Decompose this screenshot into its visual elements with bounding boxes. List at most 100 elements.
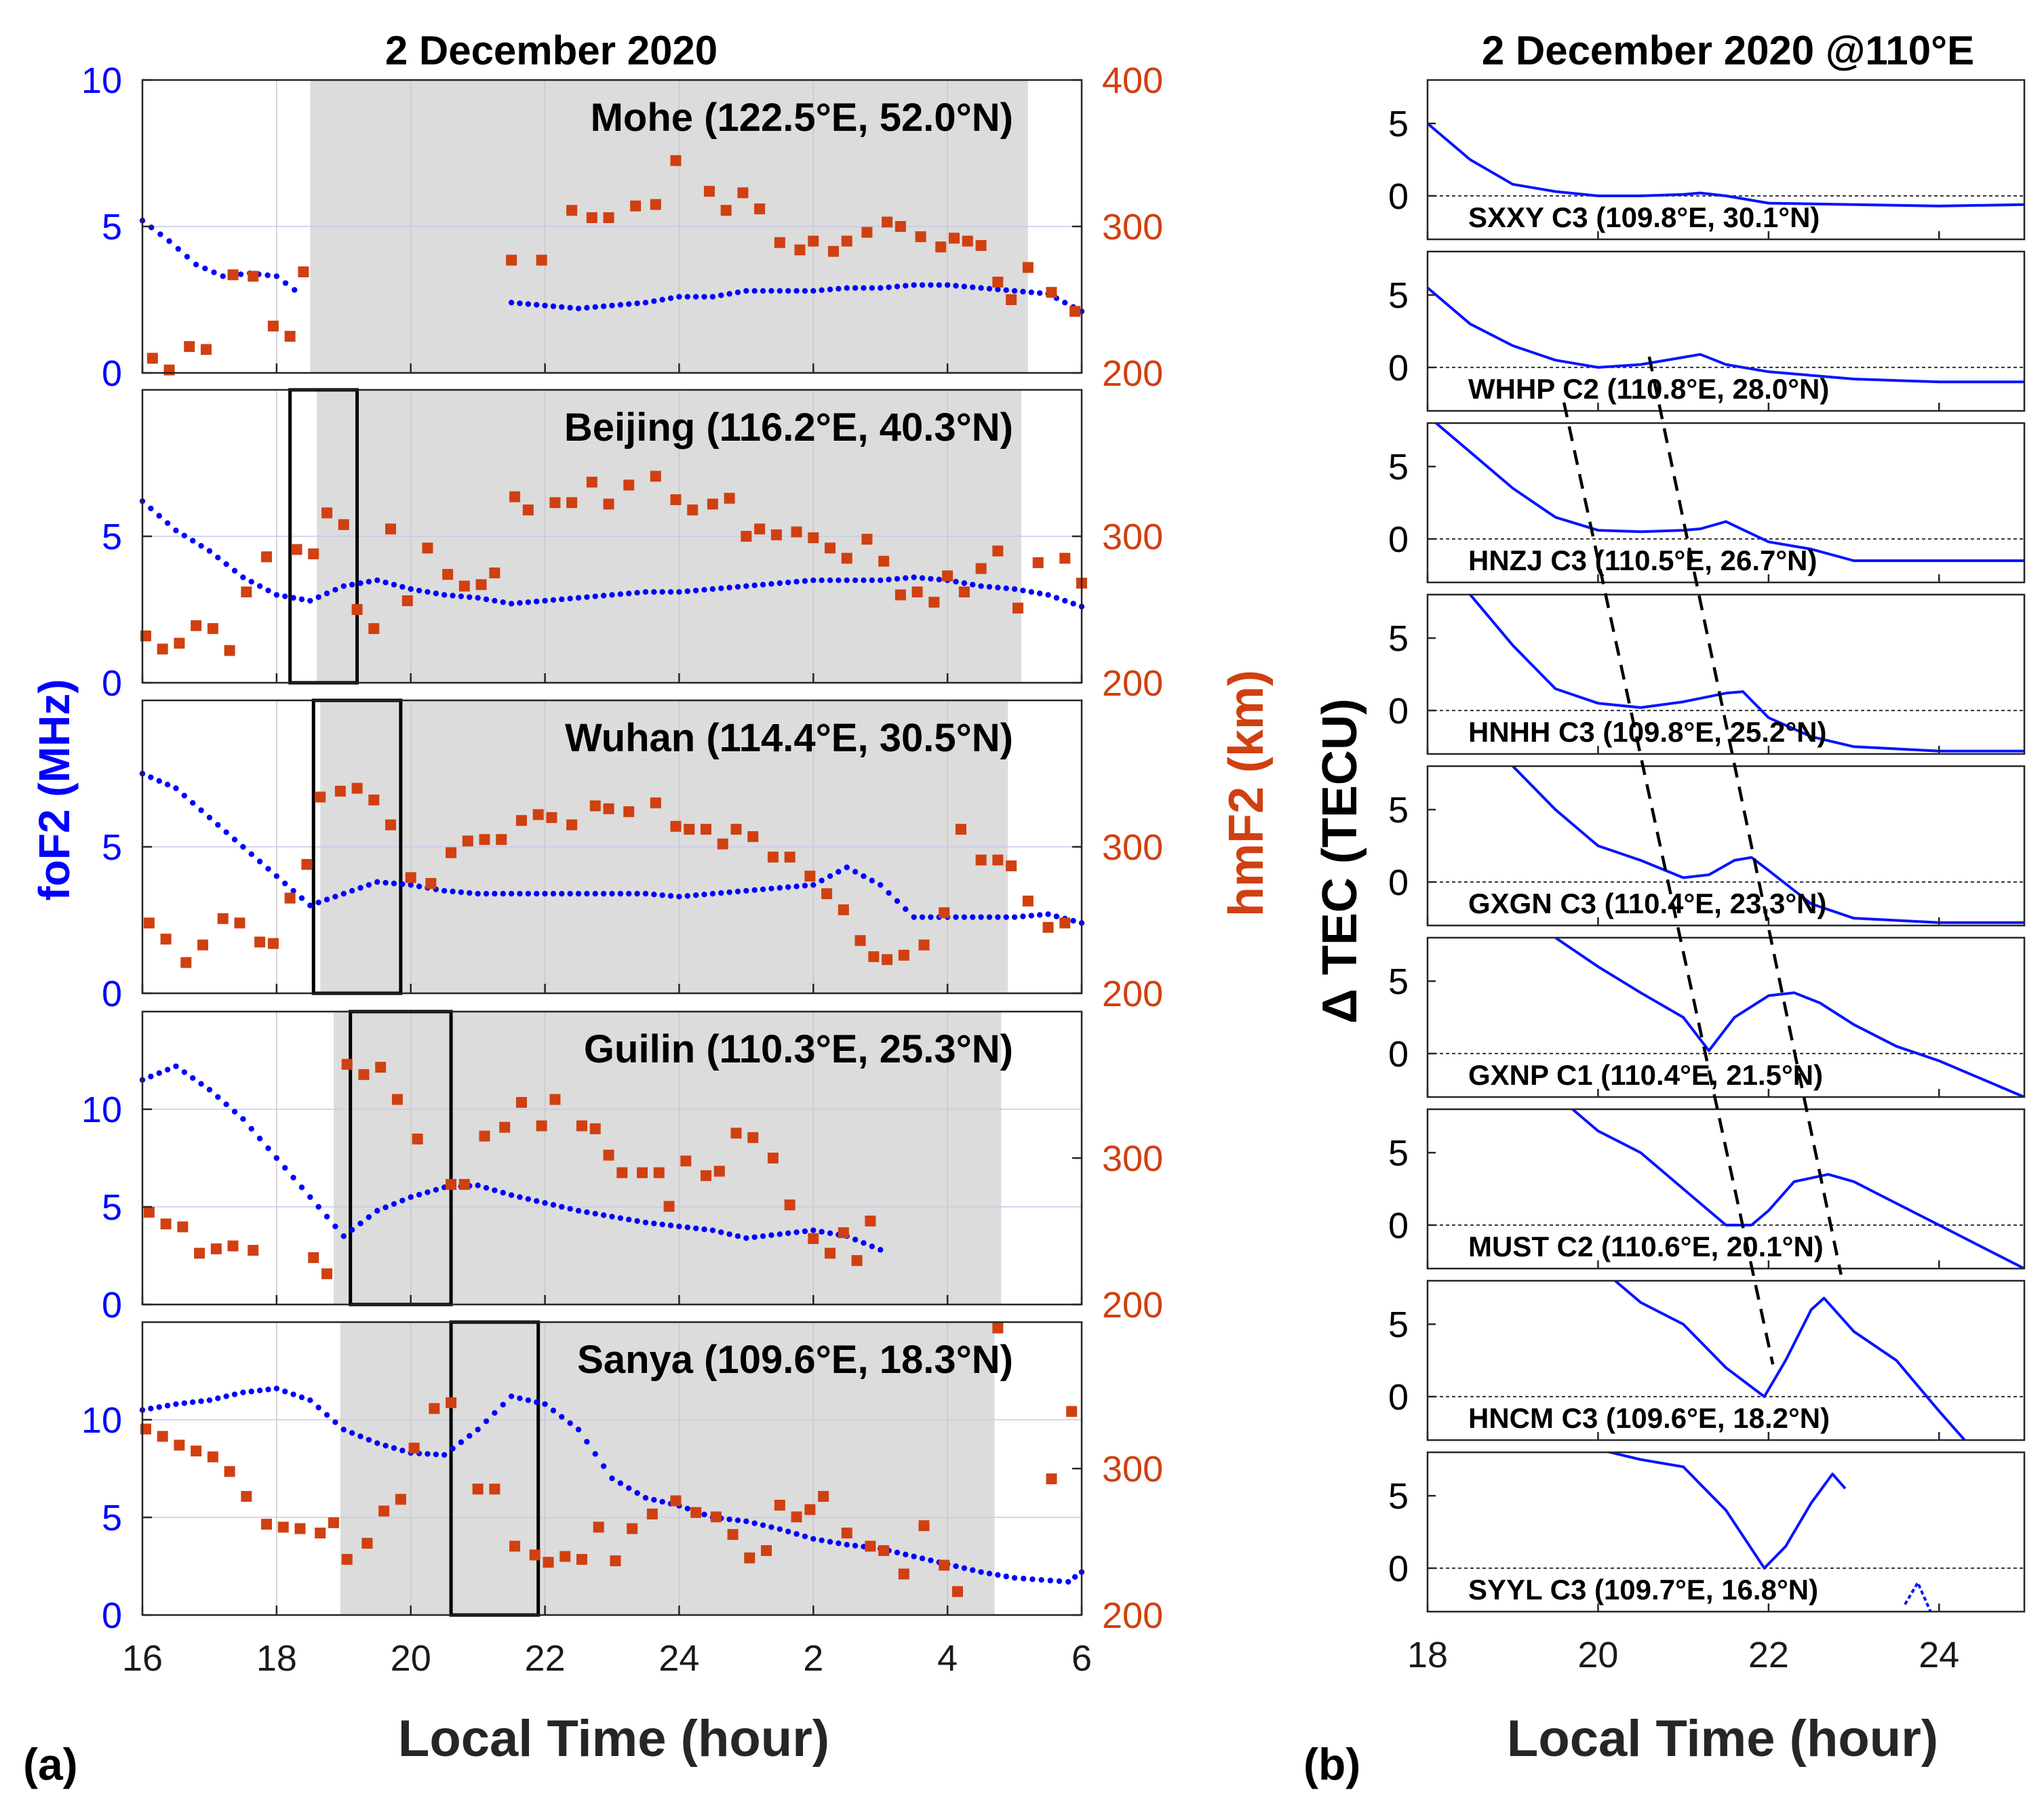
fof2-point — [399, 1197, 406, 1203]
fof2-point — [869, 577, 876, 583]
tec-station-label: HNCM C3 (109.6°E, 18.2°N) — [1468, 1402, 1830, 1434]
fof2-point — [366, 578, 372, 585]
station-label: Mohe (122.5°E, 52.0°N) — [591, 96, 1013, 140]
fof2-point — [575, 595, 582, 601]
tec-station-label: WHHP C2 (110.8°E, 28.0°N) — [1468, 373, 1829, 405]
fof2-point — [1045, 592, 1051, 598]
hmf2-point — [939, 1559, 950, 1571]
y-tick-label: 5 — [1388, 447, 1409, 487]
fof2-point — [936, 282, 942, 288]
fof2-point — [156, 778, 162, 784]
fof2-point — [734, 290, 741, 296]
fof2-point — [374, 1208, 380, 1214]
fof2-point — [391, 582, 397, 588]
fof2-point — [609, 302, 615, 308]
fof2-point — [894, 1549, 901, 1556]
hmf2-point — [851, 1255, 863, 1267]
fof2-point — [600, 1463, 607, 1469]
fof2-point — [886, 576, 892, 582]
fof2-point — [575, 1427, 582, 1433]
fof2-point — [617, 1480, 624, 1486]
fof2-point — [220, 273, 226, 279]
hmf2-point — [267, 938, 279, 949]
hmf2-point — [680, 1155, 692, 1167]
fof2-point — [567, 304, 573, 311]
fof2-point — [206, 814, 213, 821]
y-tick-label: 0 — [1388, 1377, 1409, 1418]
fof2-point — [684, 294, 690, 300]
fof2-point — [508, 890, 515, 897]
hmf2-point — [1042, 921, 1054, 933]
fof2-point — [382, 1442, 389, 1449]
hmf2-point — [385, 819, 397, 831]
fof2-point — [202, 265, 208, 272]
hmf2-point — [653, 1167, 665, 1178]
fof2-point — [534, 1198, 540, 1204]
fof2-point — [793, 287, 800, 294]
hmf2-point — [1059, 553, 1071, 564]
hmf2-point — [458, 580, 470, 592]
fof2-point — [961, 580, 968, 586]
y-tick-label: 0 — [1388, 1206, 1409, 1246]
y-tick-label: 0 — [1388, 1549, 1409, 1589]
fof2-point — [659, 1498, 665, 1505]
fof2-point — [651, 1496, 657, 1503]
hmf2-point — [254, 936, 266, 948]
fof2-point — [743, 888, 749, 894]
fof2-point — [517, 890, 523, 897]
fof2-point — [861, 873, 867, 879]
fof2-point — [307, 597, 313, 604]
fof2-point — [802, 1228, 808, 1235]
fof2-point — [265, 866, 271, 872]
fof2-point — [651, 892, 657, 898]
fof2-point — [307, 1397, 313, 1403]
fof2-point — [215, 822, 221, 828]
fof2-point — [743, 287, 749, 294]
fof2-point — [802, 578, 808, 584]
fof2-point — [500, 1401, 506, 1408]
fof2-point — [894, 898, 901, 904]
fof2-point — [550, 890, 557, 897]
fof2-point — [793, 1531, 800, 1537]
fof2-point — [634, 1218, 640, 1224]
hmf2-point — [1022, 895, 1034, 906]
hmf2-point — [710, 1511, 722, 1523]
tec-subplot-frame — [1426, 936, 2026, 1098]
fof2-point — [1020, 587, 1026, 594]
hmf2-point — [446, 847, 457, 858]
fof2-point — [760, 287, 766, 294]
fof2-point — [894, 283, 901, 290]
hmf2-point — [224, 1466, 235, 1477]
hmf2-point — [174, 637, 185, 649]
fof2-point — [282, 593, 288, 599]
fof2-point — [1045, 911, 1051, 917]
fof2-point — [802, 1533, 808, 1540]
fof2-point — [760, 1522, 766, 1528]
fof2-point — [416, 883, 422, 890]
right-tick-label: 400 — [1102, 60, 1163, 101]
fof2-point — [282, 880, 288, 887]
fof2-point — [684, 1505, 690, 1512]
fof2-point — [273, 273, 280, 279]
right-tick-label: 300 — [1102, 1449, 1163, 1490]
x-tick-label: 20 — [1577, 1635, 1618, 1675]
y-tick-label: 5 — [1388, 961, 1409, 1002]
fof2-point — [399, 1448, 406, 1454]
hmf2-point — [241, 1491, 252, 1502]
hmf2-point — [586, 212, 597, 224]
fof2-point — [1003, 1573, 1009, 1580]
fof2-point — [642, 1219, 649, 1226]
x-tick-label: 6 — [1072, 1638, 1092, 1679]
fof2-point — [903, 575, 909, 581]
fof2-point — [617, 890, 624, 897]
hmf2-point — [794, 244, 806, 256]
hmf2-point — [878, 1545, 890, 1556]
fof2-point — [231, 1109, 238, 1115]
hmf2-point — [298, 266, 309, 277]
fof2-point — [667, 1222, 674, 1229]
hmf2-point — [827, 245, 839, 257]
hmf2-point — [603, 498, 614, 510]
hmf2-point — [177, 1221, 189, 1233]
hmf2-point — [918, 1520, 930, 1532]
fof2-point — [256, 1136, 263, 1142]
